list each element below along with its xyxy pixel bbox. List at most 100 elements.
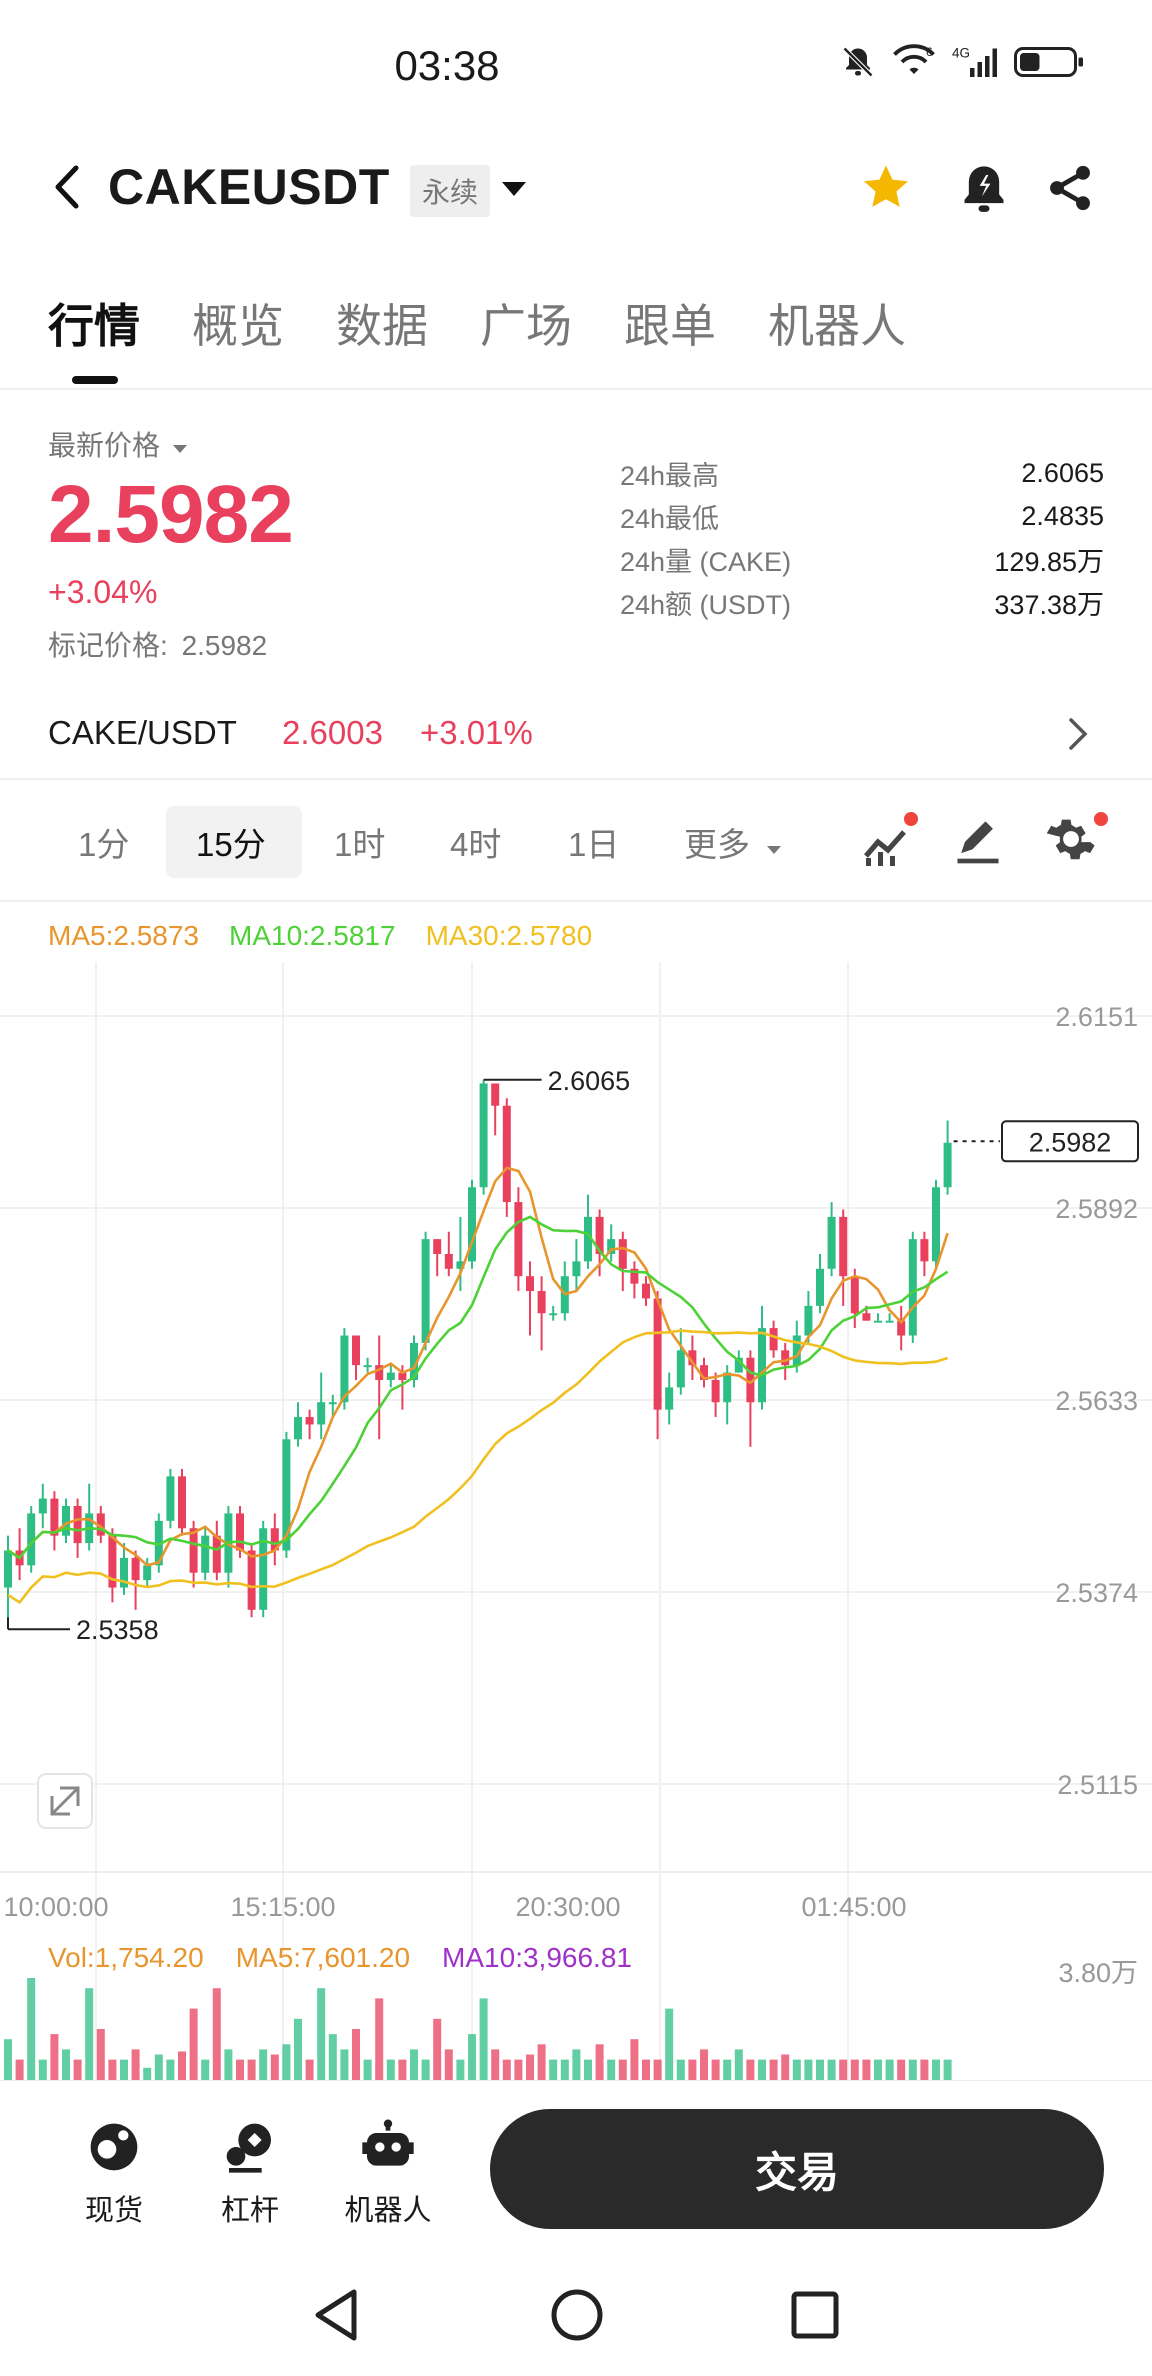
volume-bar: [166, 2059, 175, 2080]
volume-bar: [549, 2059, 558, 2080]
x-tick-label: 01:45:00: [801, 1892, 906, 1922]
candle-body: [259, 1528, 268, 1610]
indicator-dot: [904, 812, 918, 826]
candle-body: [236, 1513, 244, 1551]
volume-bar: [352, 2029, 360, 2080]
candle-body: [711, 1379, 720, 1403]
candle-body: [665, 1387, 674, 1410]
interval-1d[interactable]: 1日: [568, 826, 620, 863]
volume-legend-ma10: MA10:3,966.81: [442, 1942, 632, 1973]
candle-body: [816, 1268, 824, 1306]
bots-tab-button[interactable]: 机器人: [328, 2117, 448, 2229]
margin-tab-button[interactable]: 杠杆: [190, 2117, 310, 2229]
volume-bar: [120, 2059, 128, 2080]
candle-body: [38, 1498, 47, 1514]
nav-recents-icon[interactable]: [780, 2280, 850, 2350]
volume-bar: [700, 2049, 708, 2080]
tab-overview[interactable]: 概览: [192, 300, 284, 352]
candle-body: [839, 1216, 848, 1277]
status-bar: 03:38 6 4G: [0, 0, 1152, 132]
volume-bar: [827, 2059, 836, 2080]
favorite-button[interactable]: [856, 158, 916, 218]
candle-body: [932, 1187, 940, 1262]
volume-bar: [676, 2059, 685, 2080]
tab-bots[interactable]: 机器人: [768, 300, 906, 352]
interval-1h[interactable]: 1时: [334, 826, 386, 863]
candle-body: [340, 1335, 349, 1403]
price-alert-button[interactable]: [954, 158, 1014, 218]
volume-bar: [154, 2054, 163, 2080]
spot-tab-button[interactable]: 现货: [54, 2117, 174, 2229]
tab-data[interactable]: 数据: [336, 300, 428, 352]
candle-body: [908, 1239, 917, 1336]
interval-more[interactable]: 更多: [684, 818, 783, 866]
indicators-button[interactable]: [858, 812, 918, 872]
interval-15m[interactable]: 15分: [196, 826, 266, 863]
candle-body: [189, 1528, 198, 1573]
nav-back-icon[interactable]: [302, 2280, 372, 2350]
volume-bar: [572, 2049, 581, 2080]
tab-market[interactable]: 行情: [48, 300, 140, 352]
volume-bar: [386, 2059, 395, 2080]
trade-button[interactable]: 交易: [490, 2109, 1104, 2229]
last-price-selector[interactable]: 最新价格: [48, 424, 188, 464]
candle-body: [120, 1557, 128, 1588]
drawing-tool-button[interactable]: [950, 812, 1010, 872]
kline-chart[interactable]: MA5:2.5873 MA10:2.5817 MA30:2.5780 2.615…: [0, 902, 1152, 2080]
spot-pair-row[interactable]: CAKE/USDT 2.6003 +3.01%: [0, 690, 1152, 780]
robot-icon: [362, 2119, 414, 2166]
volume-bar: [468, 2034, 476, 2080]
candle-body: [549, 1313, 558, 1316]
candle-body: [781, 1350, 790, 1366]
interval-1m[interactable]: 1分: [78, 826, 130, 863]
volume-bar: [839, 2059, 848, 2080]
candle-body: [4, 1550, 12, 1588]
volume-bar: [375, 1998, 384, 2080]
x-tick-label: 20:30:00: [515, 1892, 620, 1922]
candle-body: [734, 1357, 743, 1373]
candle-body: [758, 1328, 766, 1403]
volume-bar: [850, 2059, 859, 2080]
stat-row: 24h额 (USDT) 337.38万: [620, 581, 1104, 624]
volume-bar: [502, 2059, 511, 2080]
candle-body: [572, 1261, 581, 1277]
candle-body: [131, 1557, 140, 1581]
candle-body: [804, 1305, 813, 1336]
interval-4h[interactable]: 4时: [450, 826, 502, 863]
pair-title[interactable]: CAKEUSDT: [108, 159, 390, 215]
stat-row: 24h量 (CAKE) 129.85万: [620, 538, 1104, 581]
volume-bar: [143, 2067, 152, 2080]
interval-bar: 1分 15分 1时 4时 1日 更多: [0, 782, 1152, 902]
volume-bar: [920, 2059, 929, 2080]
chart-settings-button[interactable]: [1044, 812, 1108, 872]
chevron-down-icon[interactable]: [500, 178, 528, 200]
main-tabs: 行情 概览 数据 广场 跟单 机器人: [0, 290, 1152, 390]
y-tick-label: 2.5374: [1055, 1578, 1138, 1608]
candle-body: [317, 1402, 326, 1425]
candle-body: [282, 1439, 291, 1551]
volume-bar: [688, 2059, 697, 2080]
share-button[interactable]: [1040, 158, 1100, 218]
volume-bar: [665, 2008, 674, 2080]
mark-price-value: 2.5982: [181, 630, 268, 661]
volume-bar: [479, 1998, 488, 2080]
active-tab-indicator: [72, 376, 118, 384]
y-tick-label: 2.5892: [1055, 1194, 1138, 1224]
tab-copy-trading[interactable]: 跟单: [624, 300, 716, 352]
back-button[interactable]: [42, 152, 92, 222]
volume-bar: [607, 2059, 616, 2080]
x-tick-label: 10:00:00: [3, 1892, 108, 1922]
nav-home-icon[interactable]: [542, 2280, 612, 2350]
volume-bar: [584, 2059, 592, 2080]
tab-square[interactable]: 广场: [480, 300, 572, 352]
candle-body: [456, 1261, 465, 1269]
candle-body: [526, 1276, 534, 1292]
candle-body: [502, 1105, 511, 1203]
candle-body: [537, 1291, 546, 1314]
candlestick-plot[interactable]: 2.6151 2.5892 2.5633 2.5374 2.5115 10:00:00 15…: [0, 902, 1152, 2080]
volume-bar: [804, 2059, 813, 2080]
stat-value: 2.4835: [1021, 501, 1104, 531]
candle-body: [247, 1550, 256, 1610]
candle-body: [607, 1239, 616, 1254]
volume-bar: [305, 2059, 314, 2080]
